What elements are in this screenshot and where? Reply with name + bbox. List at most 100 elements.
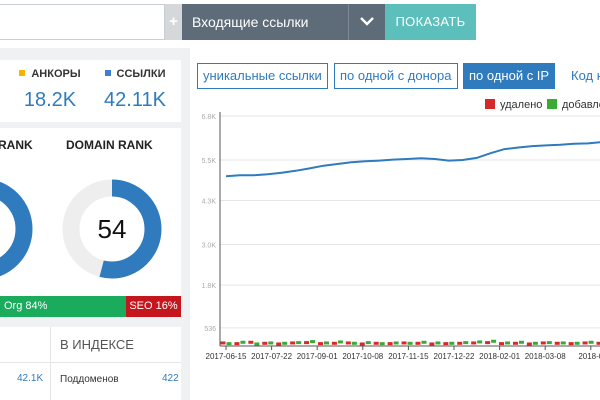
removed-point: [359, 342, 365, 346]
legend-added[interactable]: добавле: [547, 99, 600, 111]
legend-removed[interactable]: удалено: [485, 99, 542, 111]
y-tick-label: 536: [204, 326, 216, 333]
removed-point: [526, 342, 532, 346]
x-tick-label: 2017-09-01: [297, 352, 338, 361]
removed-point: [443, 342, 449, 346]
subdomains-label: Поддоменов: [60, 374, 119, 385]
index-divider: [50, 327, 51, 400]
removed-point: [485, 341, 491, 345]
x-tick-label: 2018-0: [578, 352, 600, 361]
x-tick-label: 2018-03-08: [525, 352, 566, 361]
removed-point: [582, 341, 588, 345]
removed-legend-icon: [485, 99, 495, 109]
added-point: [337, 340, 343, 344]
added-point: [282, 341, 288, 345]
seo-traffic-bar: SEO 16%: [126, 296, 181, 317]
removed-point: [512, 341, 518, 345]
page-rank-title: RANK: [0, 138, 33, 152]
removed-point: [387, 342, 393, 346]
added-point: [351, 341, 357, 345]
domain-rank-title: DOMAIN RANK: [66, 138, 153, 152]
added-point: [518, 340, 524, 344]
added-point: [546, 341, 552, 345]
legend-removed-label: удалено: [500, 99, 543, 111]
removed-point: [373, 341, 379, 345]
links-stat: ССЫЛКИ 42.11K: [95, 68, 175, 112]
added-point: [296, 341, 302, 345]
removed-point: [317, 342, 323, 346]
y-tick-label: 1.8K: [202, 283, 217, 290]
removed-point: [429, 342, 435, 346]
organic-traffic-bar: Org 84%: [0, 296, 126, 317]
index-left-value[interactable]: 42.1K: [17, 373, 44, 384]
removed-point: [554, 341, 560, 345]
report-type-select[interactable]: Входящие ссылки: [182, 4, 348, 40]
removed-point: [401, 341, 407, 345]
links-series-line: [225, 141, 600, 178]
x-tick-label: 2017-11-15: [388, 352, 429, 361]
subdomains-value[interactable]: 422: [162, 373, 179, 384]
added-point: [393, 341, 399, 345]
added-point: [310, 340, 316, 344]
removed-point: [331, 341, 337, 345]
tab-per-ip[interactable]: по одной с IP: [463, 63, 556, 89]
links-label: ССЫЛКИ: [95, 68, 175, 80]
x-tick-label: 2017-07-22: [251, 352, 292, 361]
removed-point: [415, 341, 421, 345]
domain-search-input[interactable]: [0, 4, 165, 40]
added-point: [588, 340, 594, 344]
rank-panel: RANK DOMAIN RANK 54: [0, 128, 181, 316]
anchors-legend-icon: [19, 70, 26, 76]
legend-added-label: добавле: [562, 99, 600, 111]
removed-point: [276, 342, 282, 346]
added-point: [254, 342, 260, 346]
domain-rank-value: 54: [98, 214, 127, 244]
added-point: [365, 341, 371, 345]
index-separator: [0, 362, 181, 363]
links-label-text: ССЫЛКИ: [116, 68, 166, 80]
links-value[interactable]: 42.11K: [104, 89, 166, 111]
anchors-stat: АНКОРЫ 18.2K: [10, 68, 90, 112]
show-button[interactable]: ПОКАЗАТЬ: [385, 4, 476, 40]
removed-point: [499, 342, 505, 346]
index-header: В ИНДЕКСЕ: [60, 337, 134, 352]
domain-rank-gauge-arc: [62, 179, 162, 279]
removed-point: [457, 341, 463, 345]
added-point: [226, 342, 232, 346]
add-button[interactable]: +: [165, 4, 182, 40]
anchors-label-text: АНКОРЫ: [31, 68, 81, 80]
search-bar: + Входящие ссылки ПОКАЗАТЬ: [0, 0, 600, 48]
y-tick-label: 3.0K: [202, 243, 217, 250]
added-point: [449, 341, 455, 345]
links-history-chart: 536 1.8K 3.0K 4.3K 5.5K 6.8K 2017-06-15 2017-07…: [202, 112, 600, 361]
tab-unique-links[interactable]: уникальные ссылки: [197, 63, 328, 89]
removed-point: [234, 342, 240, 346]
added-point: [323, 341, 329, 345]
page-rank-gauge: [0, 181, 33, 277]
removed-point: [540, 341, 546, 345]
anchors-value[interactable]: 18.2K: [23, 89, 77, 111]
added-point: [560, 341, 566, 345]
tab-per-donor[interactable]: по одной с донора: [334, 63, 458, 89]
x-tick-label: 2017-12-22: [434, 352, 475, 361]
added-point: [240, 340, 246, 344]
removed-point: [568, 342, 574, 346]
removed-point: [345, 341, 351, 345]
added-point: [477, 340, 483, 344]
removed-point: [596, 341, 600, 345]
added-point: [463, 341, 469, 345]
added-point: [379, 342, 385, 346]
removed-point: [290, 341, 296, 345]
anchors-label: АНКОРЫ: [10, 68, 90, 80]
x-tick-label: 2017-06-15: [206, 352, 247, 361]
added-point: [532, 341, 538, 345]
added-point: [407, 341, 413, 345]
y-tick-label: 6.8K: [202, 114, 217, 121]
removed-point: [304, 341, 310, 345]
embed-code-link[interactable]: Код н: [571, 68, 600, 83]
removed-point: [220, 341, 226, 345]
added-point: [574, 341, 580, 345]
report-type-dropdown-toggle[interactable]: [348, 4, 385, 40]
added-point: [421, 340, 427, 344]
rank-gauges: 54: [0, 179, 162, 279]
